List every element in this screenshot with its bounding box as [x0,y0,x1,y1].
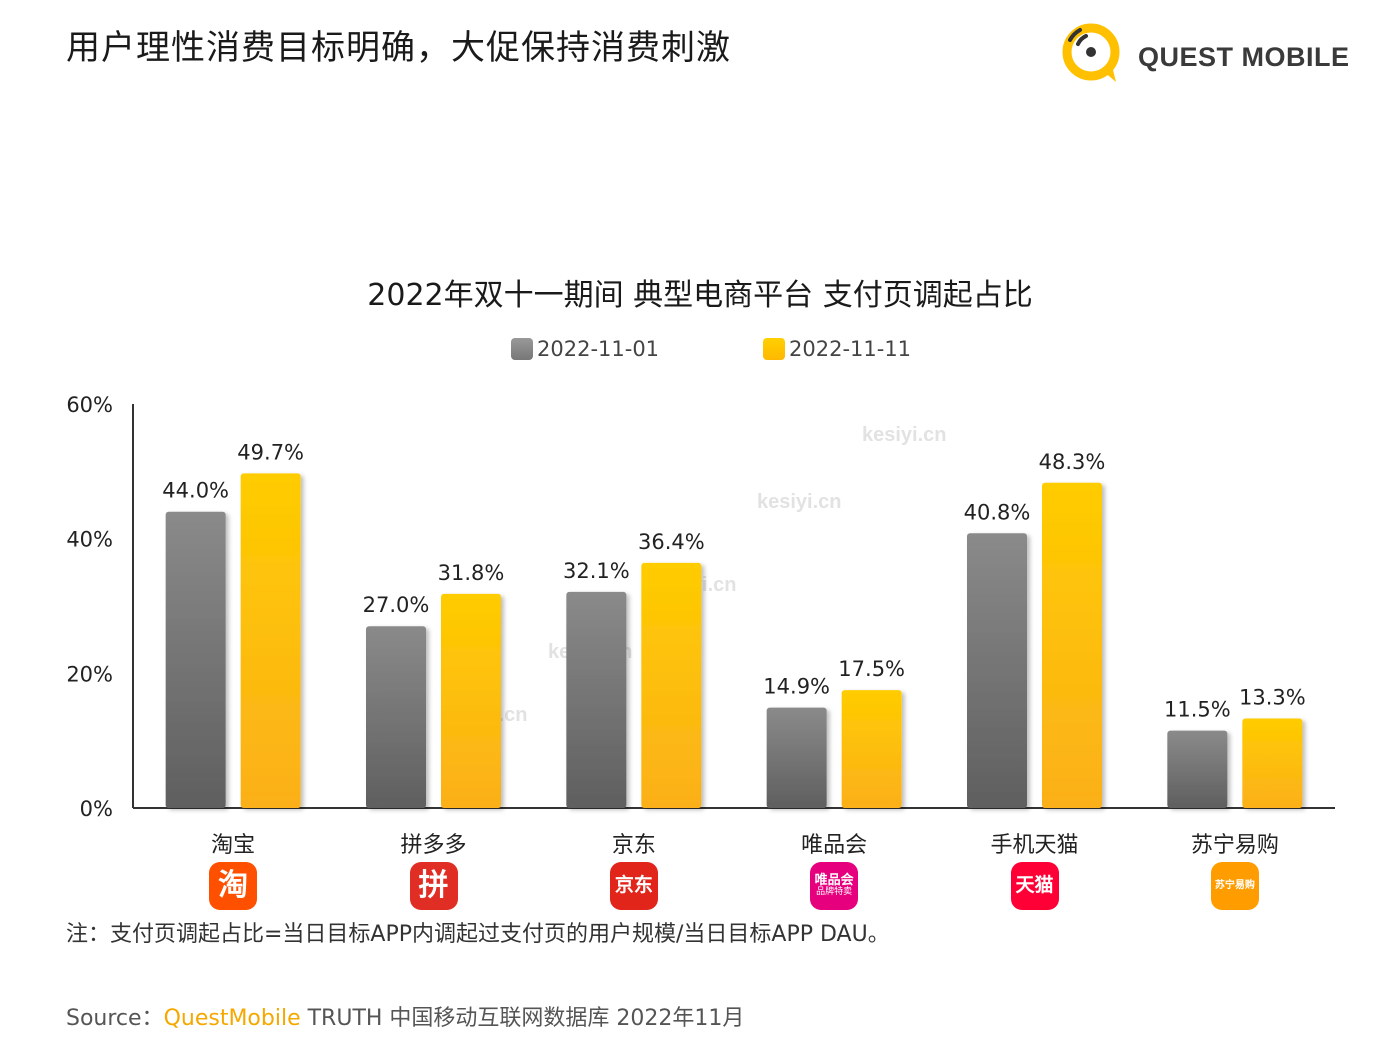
legend-label-series-1: 2022-11-01 [537,337,660,361]
data-label: 13.3% [1239,685,1306,709]
bar-yellow [441,593,501,808]
x-category-label: 淘宝 [211,833,255,858]
y-tick-label: 60% [66,393,113,417]
taobao-app-icon-text: 淘 [218,868,249,904]
legend-swatch-gray [511,338,533,360]
bar-gray [366,626,426,808]
page-title: 用户理性消费目标明确，大促保持消费刺激 [66,28,731,68]
jd-app-icon: 京东 [609,862,658,910]
x-category-label: 唯品会 [801,833,867,858]
data-label: 14.9% [763,675,830,699]
bar-yellow [240,473,301,808]
x-category-label: 京东 [612,833,656,858]
taobao-app-icon: 淘 [209,862,258,910]
bar-yellow [1042,482,1102,808]
vipshop-app-icon: 唯品会 品牌特卖 [810,862,859,910]
tmall-app-icon: 天猫 [1010,862,1059,910]
legend-item-series-2: 2022-11-11 [763,337,911,361]
data-label: 44.0% [162,479,229,503]
tmall-app-icon-text: 天猫 [1015,874,1054,897]
bar-gray [766,707,827,808]
bar-gray [165,511,226,808]
y-tick-label: 40% [66,528,113,552]
source-prefix: Source： [66,1006,164,1031]
y-tick-label: 0% [80,797,113,821]
bar-gray [566,591,627,808]
footnote: 注：支付页调起占比=当日目标APP内调起过支付页的用户规模/当日目标APP DA… [66,922,890,947]
suning-app-icon: 苏宁易购 [1210,862,1259,910]
quest-mobile-logo-icon [1062,23,1120,82]
vipshop-app-icon-text: 唯品会 [814,873,854,889]
legend-item-series-1: 2022-11-01 [511,337,659,361]
data-label: 31.8% [438,561,505,585]
x-category-label: 手机天猫 [990,833,1078,858]
chart-legend: 2022-11-01 2022-11-11 [0,337,1400,367]
bar-gray [1167,730,1228,808]
source-brand: QuestMobile [163,1006,301,1031]
x-category-label: 拼多多 [400,833,466,858]
legend-swatch-yellow [763,338,785,360]
bar-yellow [1242,718,1303,808]
data-label: 17.5% [838,657,905,681]
data-label: 40.8% [964,500,1031,524]
source-line: Source：QuestMobile TRUTH 中国移动互联网数据库 2022… [66,1000,744,1032]
data-label: 32.1% [563,559,630,583]
watermark-text: kesiyi.cn [757,491,842,513]
suning-app-icon-text: 苏宁易购 [1214,879,1255,891]
jd-app-icon-text: 京东 [614,874,653,897]
data-label: 11.5% [1164,698,1231,722]
logo-text: QUEST MOBILE [1138,42,1350,72]
data-label: 27.0% [363,593,430,617]
quest-mobile-logo: QUEST MOBILE [1058,22,1350,84]
pinduoduo-app-icon-text: 拼 [418,868,449,904]
pinduoduo-app-icon: 拼 [409,862,458,910]
watermark-text: kesiyi.cn [862,424,947,446]
data-label: 49.7% [237,440,304,464]
legend-label-series-2: 2022-11-11 [789,337,912,361]
data-label: 48.3% [1039,450,1106,474]
data-label: 36.4% [638,530,705,554]
source-rest: TRUTH 中国移动互联网数据库 2022年11月 [300,1006,745,1031]
bar-yellow [641,562,702,808]
y-tick-label: 20% [66,662,113,686]
vipshop-app-icon-subtext: 品牌特卖 [816,887,853,898]
x-category-label: 苏宁易购 [1191,833,1279,858]
bar-yellow [841,690,902,808]
chart-title: 2022年双十一期间 典型电商平台 支付页调起占比 [367,278,1033,313]
bar-gray [967,533,1027,808]
